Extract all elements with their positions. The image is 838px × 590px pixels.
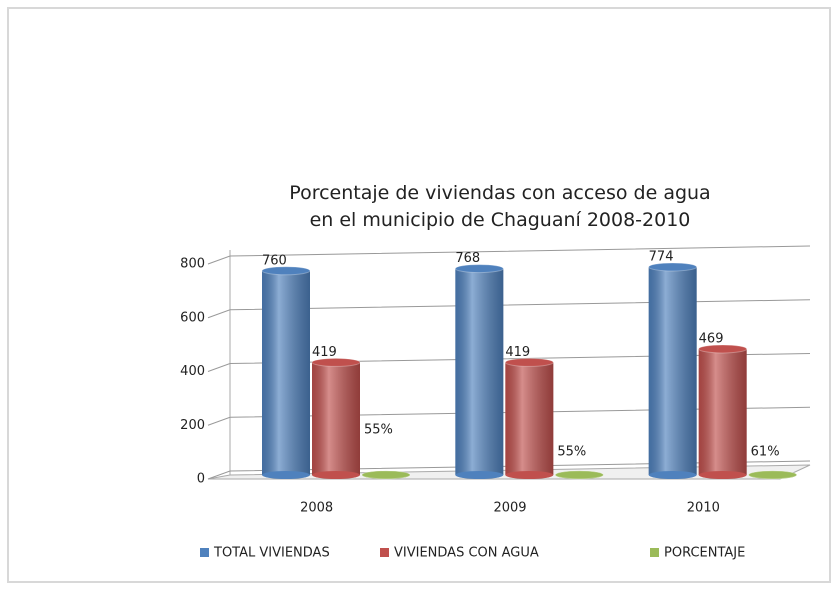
bar-cap [554, 470, 604, 480]
legend-label: TOTAL VIVIENDAS [213, 546, 330, 561]
bar-shade [505, 362, 554, 475]
legend-swatch [380, 548, 389, 557]
bar-base [698, 471, 747, 479]
bar-shade [312, 362, 360, 475]
legend-swatch [650, 548, 659, 557]
data-label: 774 [649, 249, 674, 264]
data-label: 768 [455, 251, 480, 266]
bar-cap [261, 266, 311, 276]
y-tick-label: 200 [180, 418, 205, 433]
y-tick-label: 600 [180, 310, 205, 325]
x-tick-label: 2008 [300, 501, 333, 516]
legend-swatch [200, 548, 209, 557]
bar-cap [454, 264, 504, 274]
chart-title: Porcentaje de viviendas con acceso de ag… [289, 182, 710, 231]
data-label: 469 [699, 331, 724, 346]
grid-line [207, 245, 811, 265]
y-tick-label: 400 [180, 364, 205, 379]
grid-line [207, 353, 811, 372]
bar-shade [698, 348, 747, 475]
data-label: 55% [364, 423, 393, 438]
legend-label: PORCENTAJE [664, 546, 745, 561]
grid-line [207, 299, 811, 319]
bar-cap [361, 470, 411, 480]
bar-cap [648, 262, 698, 272]
bar-cap [311, 357, 361, 367]
grid-line [207, 460, 811, 480]
bar-base [455, 471, 504, 479]
data-label: 61% [751, 445, 780, 460]
data-label: 419 [505, 345, 530, 360]
bar-shade [455, 268, 504, 475]
chart-frame [7, 7, 831, 583]
bar-cap [698, 344, 748, 354]
y-tick-label: 0 [197, 472, 205, 487]
data-label: 419 [312, 345, 337, 360]
x-tick-label: 2009 [493, 501, 526, 516]
x-tick-label: 2010 [687, 501, 720, 516]
bar-base [648, 471, 697, 479]
data-label: 760 [262, 253, 287, 268]
bar-base [262, 471, 310, 479]
grid-line [207, 406, 811, 426]
bar-shade [262, 270, 310, 475]
bar-base [312, 471, 360, 479]
y-tick-label: 800 [180, 257, 205, 272]
bar-shade [648, 266, 697, 475]
bar-cap [748, 470, 798, 480]
bar-cap [504, 357, 554, 367]
legend-label: VIVIENDAS CON AGUA [394, 546, 539, 561]
bar-base [505, 471, 554, 479]
data-label: 55% [557, 445, 586, 460]
